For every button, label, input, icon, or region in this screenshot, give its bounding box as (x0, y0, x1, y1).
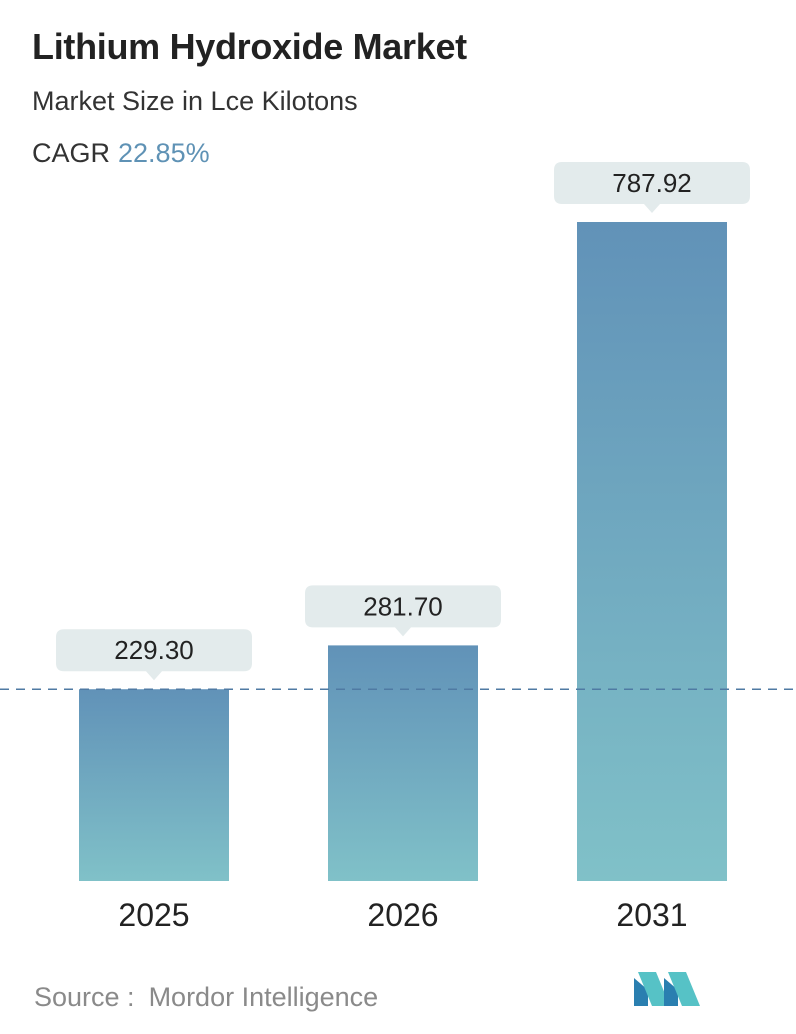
bar-chart: 229.30 2025 281.70 2026 787.92 2031 (0, 162, 796, 933)
cagr-value: 22.85% (118, 138, 210, 168)
category-label-2026: 2026 (367, 897, 438, 933)
cagr-label: CAGR (32, 138, 111, 168)
value-callout-2025 (56, 629, 252, 681)
cagr-line: CAGR 22.85% (32, 138, 210, 169)
source-name: Mordor Intelligence (148, 982, 379, 1012)
value-callout-2026 (305, 585, 501, 637)
mordor-intelligence-logo-icon (634, 972, 700, 1006)
chart-subtitle: Market Size in Lce Kilotons (32, 86, 358, 116)
data-label-2025: 229.30 (114, 635, 194, 665)
category-label-2025: 2025 (118, 897, 189, 933)
data-label-2026: 281.70 (363, 591, 443, 621)
bar-2025 (79, 689, 229, 881)
source-label: Source : (34, 982, 135, 1012)
value-callout-2031 (554, 162, 750, 213)
bar-2026 (328, 645, 478, 881)
source-credit: Source : Mordor Intelligence (34, 982, 378, 1013)
bar-2031 (577, 222, 727, 881)
category-label-2031: 2031 (616, 897, 687, 933)
chart-title: Lithium Hydroxide Market (32, 26, 467, 67)
data-label-2031: 787.92 (612, 168, 692, 198)
